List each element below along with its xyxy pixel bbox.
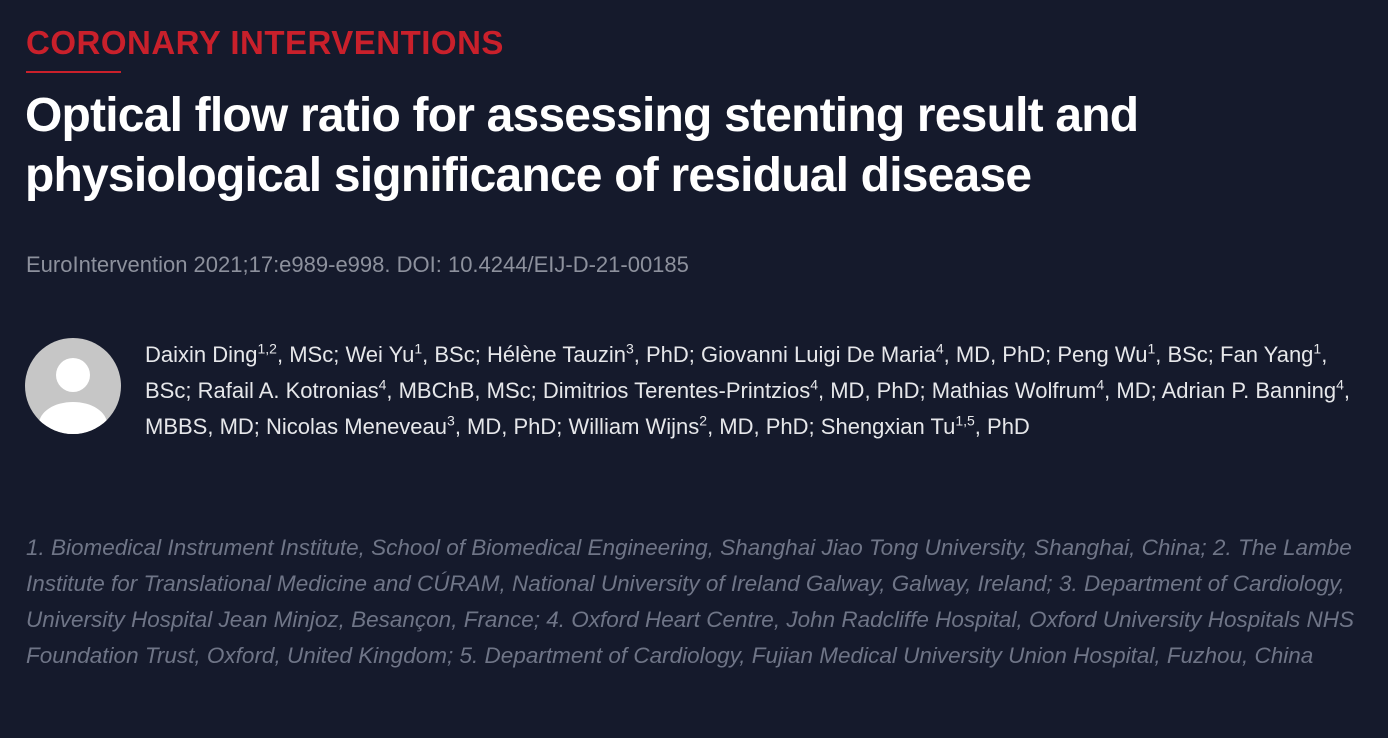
author-affiliation-ref: 4 — [1336, 376, 1344, 393]
author-name[interactable]: Peng Wu — [1057, 342, 1148, 367]
author-degrees: , PhD; — [633, 342, 695, 367]
author: Hélène Tauzin3, PhD; — [487, 342, 695, 367]
author-name[interactable]: Dimitrios Terentes-Printzios — [542, 378, 811, 403]
author-degrees: , MD, PhD; — [943, 342, 1052, 367]
author: Wei Yu1, BSc; — [345, 342, 480, 367]
author-list: Daixin Ding1,2, MSc; Wei Yu1, BSc; Hélèn… — [145, 337, 1375, 445]
category-label[interactable]: CORONARY INTERVENTIONS — [26, 24, 504, 61]
author-affiliation-ref: 2 — [699, 412, 708, 429]
author-affiliation-ref: 4 — [810, 376, 818, 393]
author-degrees: , MD, PhD; — [454, 414, 563, 439]
author-name[interactable]: Fan Yang — [1220, 342, 1314, 367]
author-degrees: , MD, PhD; — [818, 378, 926, 403]
author-affiliation-ref: 1 — [1313, 340, 1322, 357]
author-name[interactable]: William Wijns — [568, 414, 700, 439]
author-affiliation-ref: 3 — [625, 340, 634, 357]
author-affiliation-ref: 1,2 — [257, 340, 277, 357]
author-name[interactable]: Nicolas Meneveau — [266, 414, 448, 439]
author-degrees: , MSc; — [276, 342, 340, 367]
author-degrees: , BSc; — [145, 342, 1328, 403]
author-affiliation-ref: 4 — [378, 376, 387, 393]
author-name[interactable]: Hélène Tauzin — [486, 342, 626, 367]
author-degrees: , MBBS, MD; — [145, 378, 1351, 439]
article-title: Optical flow ratio for assessing stentin… — [25, 89, 1139, 202]
author: Peng Wu1, BSc; — [1057, 342, 1214, 367]
author-affiliation-ref: 1 — [1147, 340, 1156, 357]
author-name[interactable]: Adrian P. Banning — [1161, 378, 1337, 403]
author-degrees: , MBChB, MSc; — [386, 378, 537, 403]
author: William Wijns2, MD, PhD; — [569, 414, 815, 439]
author: Shengxian Tu1,5, PhD — [821, 414, 1030, 439]
author-name[interactable]: Wei Yu — [345, 342, 415, 367]
citation: EuroIntervention 2021;17:e989-e998. DOI:… — [26, 252, 689, 277]
author-degrees: , BSc; — [422, 342, 481, 367]
author-name[interactable]: Shengxian Tu — [820, 414, 956, 439]
author: Daixin Ding1,2, MSc; — [145, 342, 339, 367]
author: Adrian P. Banning4, MBBS, MD; — [145, 378, 1350, 439]
author: Rafail A. Kotronias4, MBChB, MSc; — [198, 378, 537, 403]
category-underline — [26, 71, 121, 73]
author-name[interactable]: Rafail A. Kotronias — [197, 378, 379, 403]
author: Mathias Wolfrum4, MD; — [932, 378, 1157, 403]
author: Fan Yang1, BSc; — [145, 342, 1327, 403]
affiliations: 1. Biomedical Instrument Institute, Scho… — [26, 535, 1355, 668]
author-affiliation-ref: 3 — [447, 412, 455, 429]
author: Giovanni Luigi De Maria4, MD, PhD; — [701, 342, 1051, 367]
author-degrees: , BSc; — [1155, 342, 1214, 367]
author-degrees: , MD, PhD; — [707, 414, 815, 439]
author-affiliation-ref: 4 — [935, 340, 944, 357]
author-affiliation-ref: 1,5 — [955, 412, 975, 429]
author-affiliation-ref: 1 — [414, 340, 423, 357]
author: Nicolas Meneveau3, MD, PhD; — [266, 414, 562, 439]
author-name[interactable]: Daixin Ding — [145, 342, 258, 367]
author-degrees: , PhD — [974, 414, 1030, 439]
author-affiliation-ref: 4 — [1096, 376, 1105, 393]
author-name[interactable]: Giovanni Luigi De Maria — [701, 342, 936, 367]
author-avatar — [25, 338, 121, 434]
author: Dimitrios Terentes-Printzios4, MD, PhD; — [543, 378, 926, 403]
author-degrees: , MD; — [1104, 378, 1157, 403]
author-name[interactable]: Mathias Wolfrum — [931, 378, 1097, 403]
